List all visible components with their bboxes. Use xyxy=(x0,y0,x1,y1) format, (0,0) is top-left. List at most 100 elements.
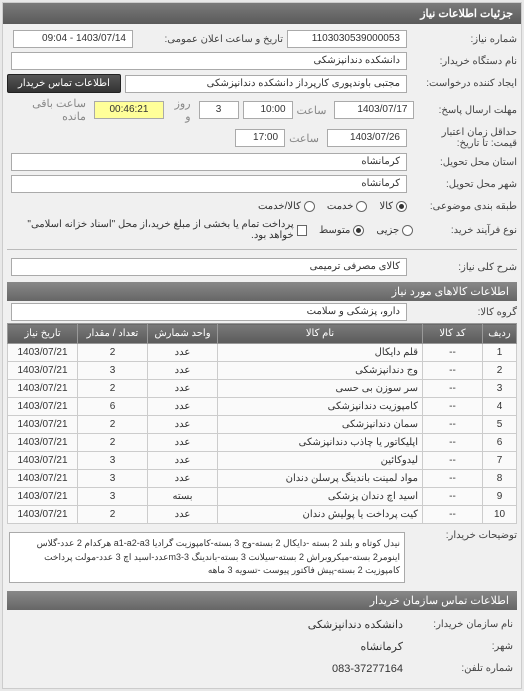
cell-unit: عدد xyxy=(148,398,218,416)
cell-n: 7 xyxy=(483,452,517,470)
cell-date: 1403/07/21 xyxy=(8,506,78,524)
th-qty: تعداد / مقدار xyxy=(78,324,148,344)
th-code: کد کالا xyxy=(423,324,483,344)
value-buyer-org: دانشکده دندانپزشکی xyxy=(11,52,407,70)
label-classification: طبقه بندی موضوعی: xyxy=(407,201,517,212)
cell-date: 1403/07/21 xyxy=(8,470,78,488)
value-province: کرمانشاه xyxy=(11,153,407,171)
value-org-phone: 083-37277164 xyxy=(332,663,403,675)
contact-header: اطلاعات تماس سازمان خریدار xyxy=(7,591,517,610)
value-item-group: دارو، پزشکی و سلامت xyxy=(11,303,407,321)
cell-code: -- xyxy=(423,416,483,434)
cell-qty: 2 xyxy=(78,506,148,524)
label-province: استان محل تحویل: xyxy=(407,157,517,168)
value-org-city: کرمانشاه xyxy=(360,640,403,653)
cell-date: 1403/07/21 xyxy=(8,362,78,380)
value-request-no: 1103030539000053 xyxy=(287,30,407,48)
value-time-left: 00:46:21 xyxy=(94,101,164,119)
cell-name: وج دندانپزشکی xyxy=(218,362,423,380)
cell-n: 4 xyxy=(483,398,517,416)
cell-code: -- xyxy=(423,398,483,416)
cell-name: لیدوکائین xyxy=(218,452,423,470)
label-city: شهر محل تحویل: xyxy=(407,179,517,190)
label-price-validity: حداقل زمان اعتبار قیمت: تا تاریخ: xyxy=(407,127,517,149)
table-row: 2--وج دندانپزشکیعدد31403/07/21 xyxy=(8,362,517,380)
label-request-no: شماره نیاز: xyxy=(407,34,517,45)
cell-unit: عدد xyxy=(148,434,218,452)
value-validity-hour: 17:00 xyxy=(235,129,285,147)
cell-n: 2 xyxy=(483,362,517,380)
cell-unit: عدد xyxy=(148,470,218,488)
cell-unit: عدد xyxy=(148,362,218,380)
cell-name: اپلیکاتور یا چاذب دندانپزشکی xyxy=(218,434,423,452)
value-reply-date: 1403/07/17 xyxy=(334,101,414,119)
form-section: شماره نیاز: 1103030539000053 تاریخ و ساع… xyxy=(3,24,521,688)
radio-service[interactable]: خدمت xyxy=(327,201,368,212)
cell-date: 1403/07/21 xyxy=(8,380,78,398)
cell-n: 10 xyxy=(483,506,517,524)
cell-unit: عدد xyxy=(148,452,218,470)
cell-n: 1 xyxy=(483,344,517,362)
table-header-row: ردیف کد کالا نام کالا واحد شمارش تعداد /… xyxy=(8,324,517,344)
th-unit: واحد شمارش xyxy=(148,324,218,344)
cell-qty: 6 xyxy=(78,398,148,416)
radio-both[interactable]: کالا/خدمت xyxy=(258,201,315,212)
cell-unit: عدد xyxy=(148,344,218,362)
cell-date: 1403/07/21 xyxy=(8,452,78,470)
cell-qty: 3 xyxy=(78,452,148,470)
radio-dot-icon xyxy=(353,225,364,236)
cell-name: سمان دندانپزشکی xyxy=(218,416,423,434)
th-name: نام کالا xyxy=(218,324,423,344)
cell-unit: عدد xyxy=(148,506,218,524)
label-buyer-notes: توضیحات خریدار: xyxy=(407,530,517,541)
cell-n: 9 xyxy=(483,488,517,506)
label-hour-1: ساعت xyxy=(297,104,327,117)
table-row: 4--کامپوزیت دندانپزشکیعدد61403/07/21 xyxy=(8,398,517,416)
cell-qty: 2 xyxy=(78,344,148,362)
checkbox-icon xyxy=(297,225,307,236)
label-item-group: گروه کالا: xyxy=(407,307,517,318)
radio-dot-icon xyxy=(356,201,367,212)
value-org-name: دانشکده دندانپزشکی xyxy=(308,618,403,631)
value-validity-date: 1403/07/26 xyxy=(327,129,407,147)
cell-code: -- xyxy=(423,344,483,362)
contact-buyer-button[interactable]: اطلاعات تماس خریدار xyxy=(7,74,121,93)
process-radio-group: جزیی متوسط پرداخت تمام یا بخشی از مبلغ خ… xyxy=(7,219,413,241)
items-table: ردیف کد کالا نام کالا واحد شمارش تعداد /… xyxy=(7,323,517,524)
cell-qty: 3 xyxy=(78,470,148,488)
cell-name: سر سوزن بی حسی xyxy=(218,380,423,398)
cell-code: -- xyxy=(423,434,483,452)
table-row: 9--اسید اچ دندان پزشکیبسته31403/07/21 xyxy=(8,488,517,506)
cell-qty: 2 xyxy=(78,416,148,434)
cell-date: 1403/07/21 xyxy=(8,434,78,452)
cell-code: -- xyxy=(423,380,483,398)
cell-code: -- xyxy=(423,506,483,524)
label-buyer-org: نام دستگاه خریدار: xyxy=(407,56,517,67)
table-row: 8--مواد لمینت باندینگ پرسلن دندانعدد3140… xyxy=(8,470,517,488)
radio-medium[interactable]: متوسط xyxy=(319,225,364,236)
cell-name: اسید اچ دندان پزشکی xyxy=(218,488,423,506)
cell-qty: 2 xyxy=(78,434,148,452)
th-date: تاریخ نیاز xyxy=(8,324,78,344)
items-info-header: اطلاعات کالاهای مورد نیاز xyxy=(7,282,517,301)
table-row: 10--کیت پرداخت یا پولیش دندانعدد21403/07… xyxy=(8,506,517,524)
cell-code: -- xyxy=(423,470,483,488)
label-org-city: شهر: xyxy=(403,641,513,652)
label-day-and: روز و xyxy=(168,97,191,123)
cell-name: مواد لمینت باندینگ پرسلن دندان xyxy=(218,470,423,488)
label-announce-dt: تاریخ و ساعت اعلان عمومی: xyxy=(133,34,283,45)
checkbox-payment[interactable]: پرداخت تمام یا بخشی از مبلغ خرید،از محل … xyxy=(7,219,307,241)
cell-n: 6 xyxy=(483,434,517,452)
table-row: 3--سر سوزن بی حسیعدد21403/07/21 xyxy=(8,380,517,398)
radio-dot-icon xyxy=(304,201,315,212)
radio-small[interactable]: جزیی xyxy=(376,225,413,236)
value-days-left: 3 xyxy=(199,101,239,119)
label-process-type: نوع فرآیند خرید: xyxy=(413,225,517,236)
value-announce-dt: 1403/07/14 - 09:04 xyxy=(13,30,133,48)
cell-unit: عدد xyxy=(148,380,218,398)
cell-qty: 3 xyxy=(78,488,148,506)
cell-unit: بسته xyxy=(148,488,218,506)
radio-goods[interactable]: کالا xyxy=(379,201,407,212)
cell-name: کامپوزیت دندانپزشکی xyxy=(218,398,423,416)
table-row: 7--لیدوکائینعدد31403/07/21 xyxy=(8,452,517,470)
